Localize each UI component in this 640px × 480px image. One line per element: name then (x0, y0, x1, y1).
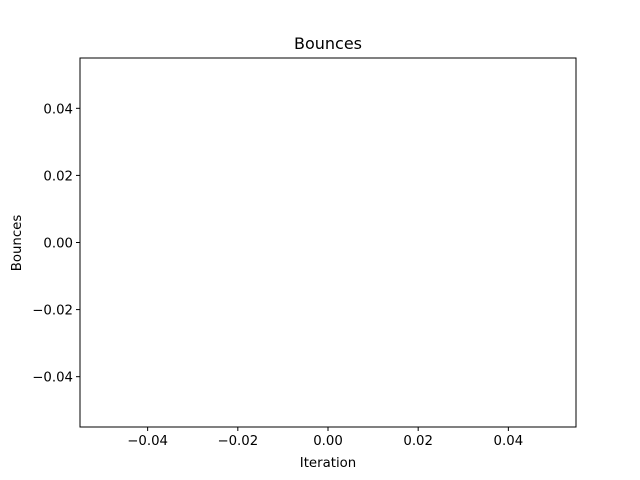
x-tick-label: 0.04 (494, 434, 524, 449)
y-tick-label: 0.02 (43, 169, 73, 184)
x-axis-label: Iteration (300, 456, 356, 471)
y-tick-label: −0.04 (32, 371, 73, 386)
y-tick-label: 0.00 (43, 237, 73, 252)
x-axis-ticks: −0.04 −0.02 0.00 0.02 0.04 (127, 427, 523, 449)
x-tick-label: −0.02 (217, 434, 258, 449)
y-tick-label: 0.04 (43, 102, 73, 117)
x-tick-label: 0.02 (403, 434, 433, 449)
y-axis-ticks: −0.04 −0.02 0.00 0.02 0.04 (32, 102, 80, 386)
chart-title: Bounces (294, 34, 362, 53)
y-tick-label: −0.02 (32, 304, 73, 319)
x-tick-label: 0.00 (313, 434, 343, 449)
y-axis-label: Bounces (10, 215, 25, 272)
x-tick-label: −0.04 (127, 434, 168, 449)
